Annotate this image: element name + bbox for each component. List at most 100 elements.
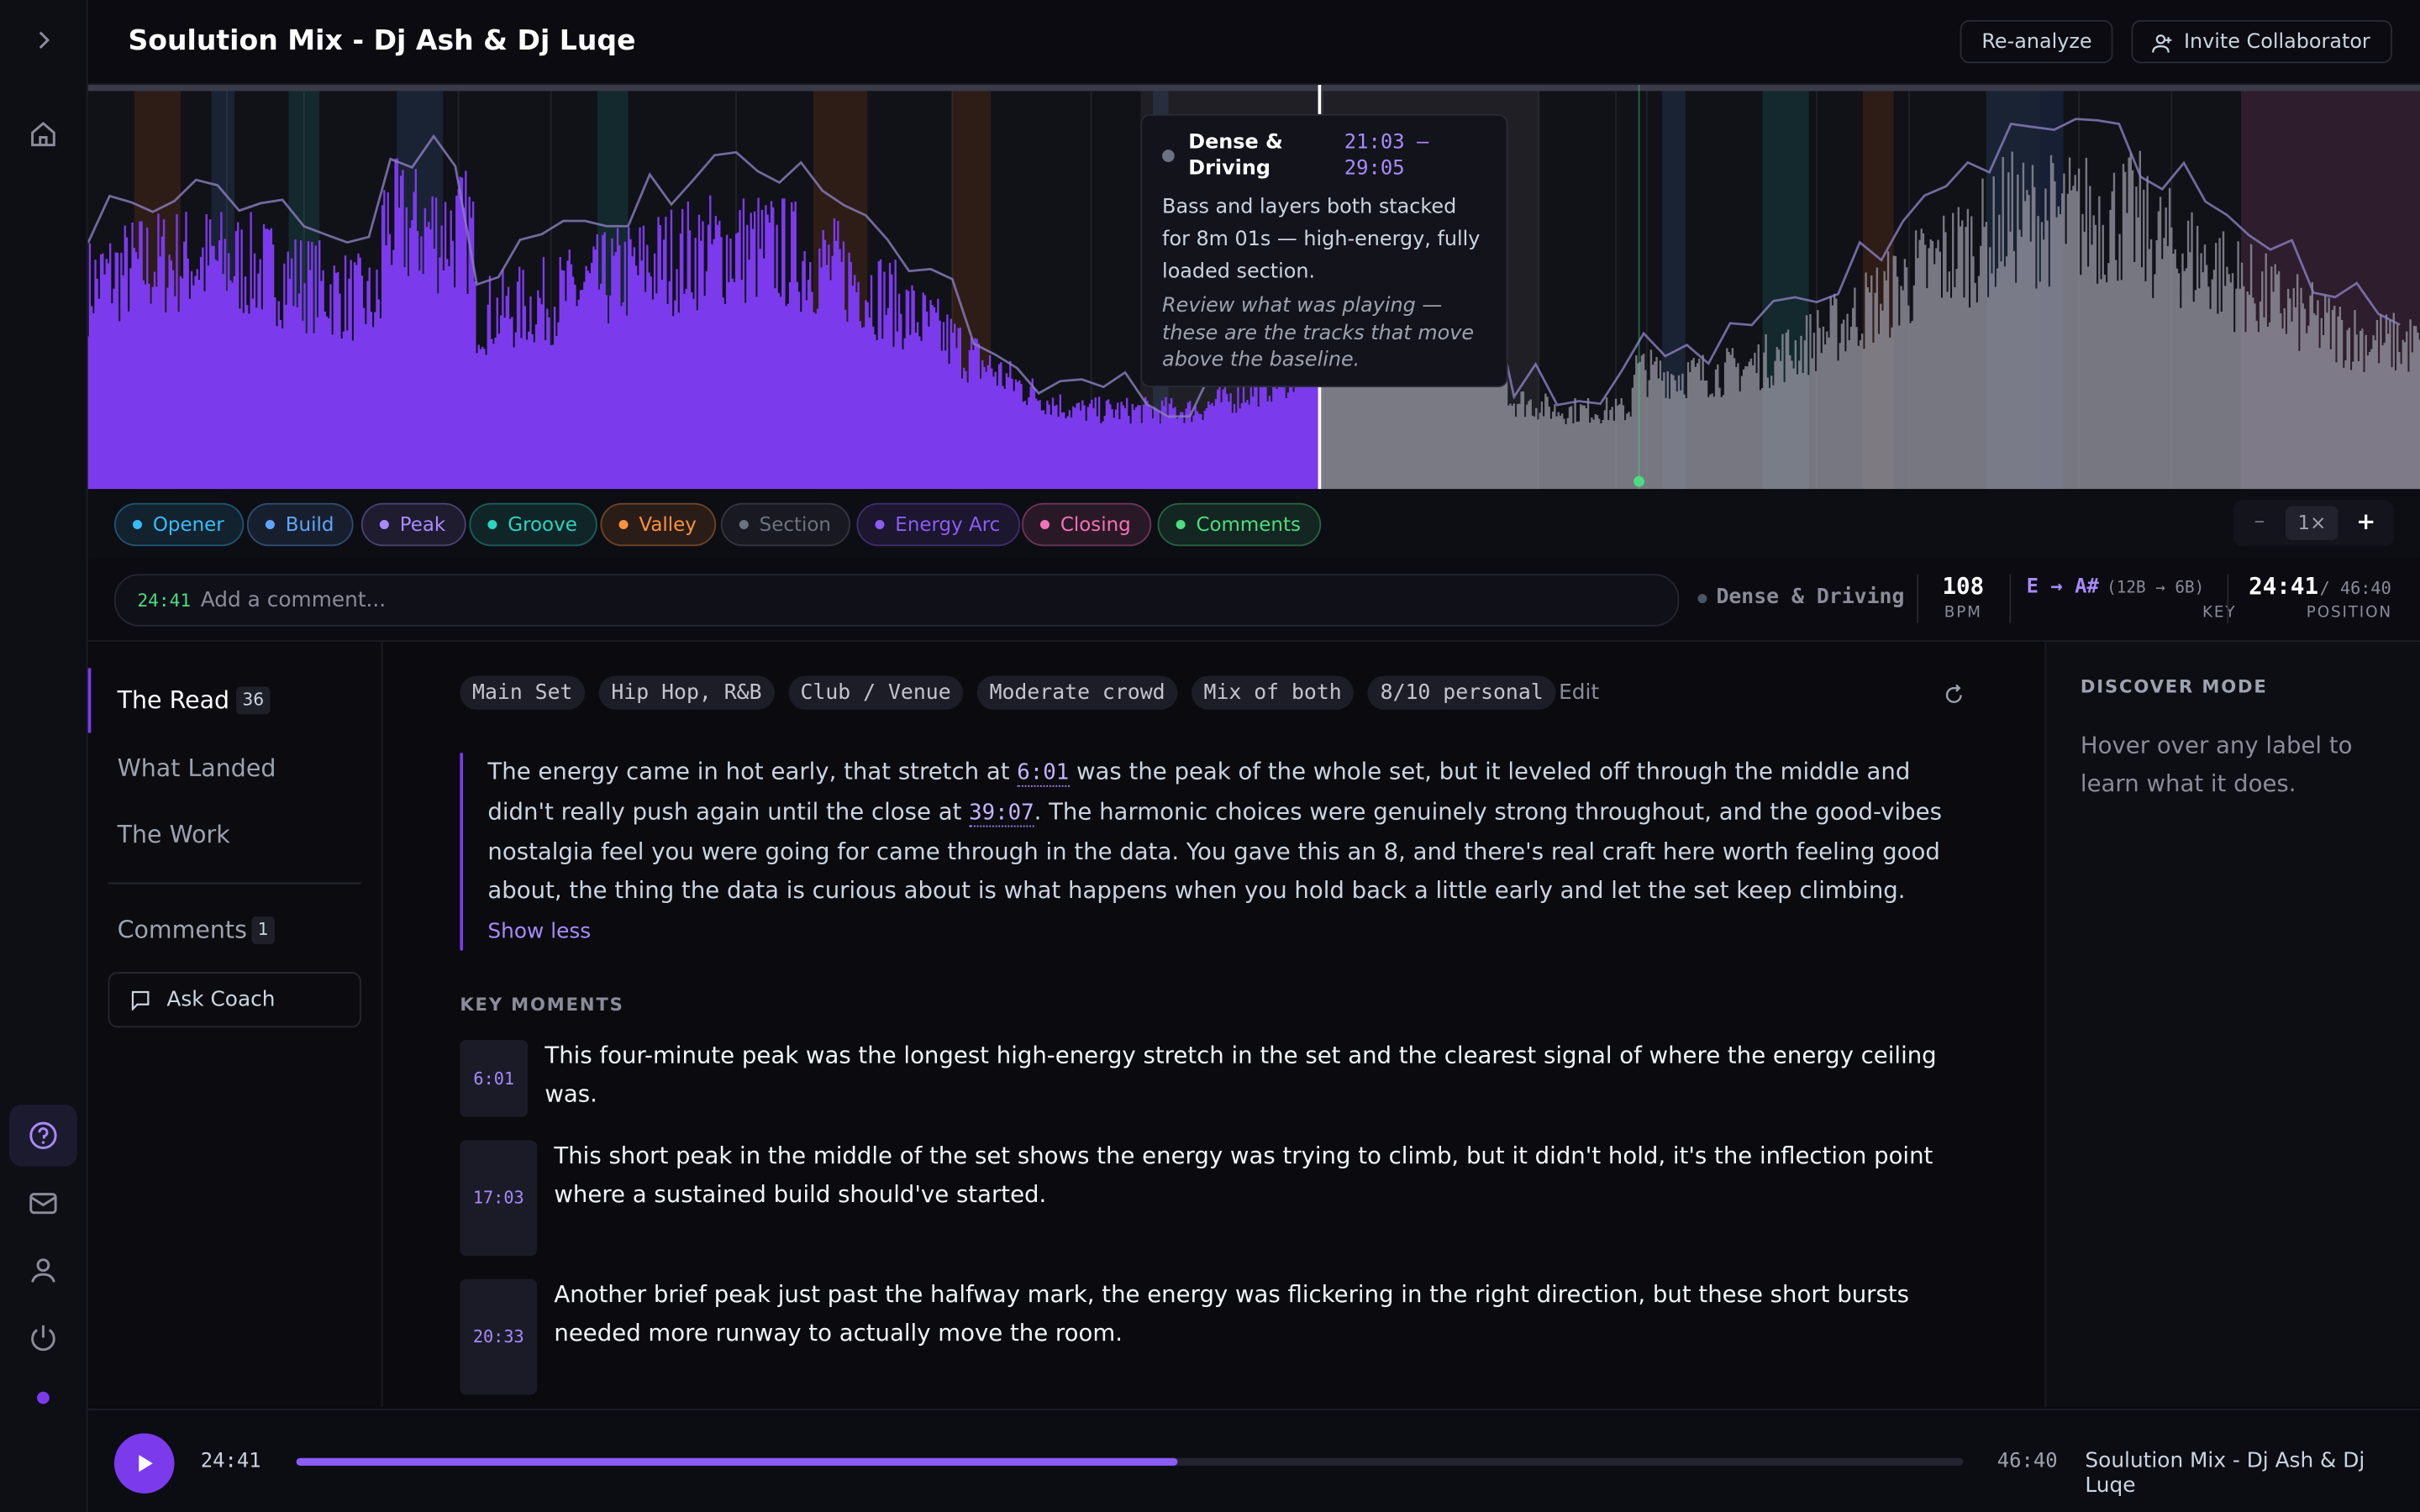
text: The energy came in hot early, that stret… <box>487 757 1018 785</box>
refresh-icon[interactable] <box>1942 682 1966 706</box>
legend-chip[interactable]: Closing <box>1021 502 1151 547</box>
nav-active-bar <box>87 668 92 733</box>
legend-label: Groove <box>508 512 577 536</box>
play-button[interactable] <box>113 1433 175 1494</box>
ask-coach-label: Ask Coach <box>166 987 276 1012</box>
divider <box>2009 574 2012 624</box>
ask-coach-button[interactable]: Ask Coach <box>108 972 361 1028</box>
comment-bar: 24:41 Add a comment... Dense & Driving 1… <box>87 558 2420 643</box>
legend-label: Energy Arc <box>895 512 1001 536</box>
legend-label: Build <box>285 512 334 536</box>
invite-label: Invite Collaborator <box>2183 30 2370 55</box>
waveform-played <box>87 158 1319 490</box>
profile-chip: Club / Venue <box>787 675 964 710</box>
reanalyze-button[interactable]: Re-analyze <box>1960 19 2114 64</box>
player-time: 24:41 <box>200 1450 261 1474</box>
profile-chip: Moderate crowd <box>976 675 1178 710</box>
moment-time[interactable]: 20:33 <box>460 1278 538 1395</box>
moment-text: This short peak in the middle of the set… <box>554 1142 1933 1209</box>
legend-chip[interactable]: Section <box>720 502 851 547</box>
bpm-value: 108 <box>1942 572 1985 601</box>
status-dot <box>37 1391 50 1404</box>
legend-chip[interactable]: Energy Arc <box>856 502 1021 547</box>
progress-fill <box>296 1457 1178 1466</box>
position-duration: / 46:40 <box>2319 578 2391 599</box>
player-duration: 46:40 <box>1996 1450 2058 1474</box>
legend-label: Comments <box>1196 512 1301 536</box>
discover-title: DISCOVER MODE <box>2080 675 2268 698</box>
chat-icon <box>131 990 150 1011</box>
legend-chip[interactable]: Opener <box>113 502 245 547</box>
header: Soulution Mix - Dj Ash & Dj Luqe Re-anal… <box>87 0 2420 86</box>
legend-dot <box>739 519 749 529</box>
invite-button[interactable]: Invite Collaborator <box>2131 19 2392 64</box>
position-value: 24:41 <box>2249 572 2319 601</box>
key-detail: (12B → 6B) <box>2107 578 2205 597</box>
zoom-in[interactable]: + <box>2356 507 2376 536</box>
discover-panel: DISCOVER MODE Hover over any label to le… <box>2044 642 2420 1408</box>
divider <box>2227 574 2229 624</box>
legend-dot <box>379 519 389 529</box>
set-title: Soulution Mix - Dj Ash & Dj Luqe <box>128 24 636 57</box>
quote-bar <box>460 753 464 951</box>
nav-divider <box>108 882 361 885</box>
comment-time: 24:41 <box>137 589 192 612</box>
nav-count: 1 <box>251 916 275 945</box>
section-tooltip: Dense & Driving 21:03 — 29:05 Bass and l… <box>1140 113 1508 388</box>
discover-text: Hover over any label to learn what it do… <box>2080 731 2353 798</box>
bpm-label: BPM <box>1944 605 1982 622</box>
nav-item[interactable]: The Work <box>117 821 230 849</box>
tooltip-range: 21:03 — 29:05 <box>1344 131 1429 181</box>
legend-dot <box>132 519 142 529</box>
current-section: Dense & Driving <box>1716 585 1905 610</box>
nav-item[interactable]: The Read <box>117 686 230 715</box>
legend-label: Closing <box>1060 512 1131 536</box>
help-icon[interactable] <box>26 1119 60 1152</box>
comment-placeholder: Add a comment... <box>200 587 387 613</box>
legend-chip[interactable]: Comments <box>1157 502 1321 547</box>
power-icon[interactable] <box>26 1320 60 1354</box>
player-bar: 24:41 46:40 Soulution Mix - Dj Ash & Dj … <box>87 1408 2420 1512</box>
home-icon[interactable] <box>26 118 60 151</box>
zoom-level: 1× <box>2286 506 2338 540</box>
moment-time[interactable]: 6:01 <box>460 1039 529 1117</box>
profile-chip: Mix of both <box>1191 675 1355 710</box>
text: . The harmonic choices were genuinely st… <box>487 797 1942 905</box>
moment-text: Another brief peak just past the halfway… <box>554 1280 1910 1347</box>
nav-item[interactable]: What Landed <box>117 754 276 783</box>
nav-item[interactable]: Comments <box>117 916 247 945</box>
legend-label: Valley <box>639 512 697 536</box>
progress-track[interactable] <box>296 1457 1964 1466</box>
moment-time[interactable]: 17:03 <box>460 1140 538 1257</box>
legend-label: Opener <box>152 512 224 536</box>
legend-label: Section <box>759 512 831 536</box>
timestamp-link[interactable]: 39:07 <box>969 801 1034 827</box>
read-paragraph: The energy came in hot early, that stret… <box>487 753 1954 910</box>
edit-link[interactable]: Edit <box>1559 680 1600 706</box>
legend-chip[interactable]: Groove <box>469 502 597 547</box>
top-strip <box>87 85 2420 92</box>
comment-input[interactable]: 24:41 Add a comment... <box>113 574 1680 627</box>
side-rail <box>0 0 88 1512</box>
profile-chip: Main Set <box>460 675 586 710</box>
user-icon[interactable] <box>26 1252 60 1286</box>
tooltip-dot <box>1162 150 1175 162</box>
mail-icon[interactable] <box>26 1186 60 1220</box>
invite-icon <box>2152 34 2172 53</box>
divider <box>1917 574 1919 624</box>
show-less[interactable]: Show less <box>487 919 592 945</box>
legend-dot <box>618 519 629 529</box>
timestamp-link[interactable]: 6:01 <box>1017 760 1070 787</box>
legend-chip[interactable]: Peak <box>360 502 466 547</box>
legend-dot <box>1039 519 1050 529</box>
legend-label: Peak <box>399 512 446 536</box>
legend-chip[interactable]: Valley <box>600 502 717 547</box>
zoom-out[interactable]: – <box>2254 509 2265 534</box>
expand-icon[interactable] <box>26 24 60 57</box>
tooltip-title: Dense & Driving <box>1188 131 1283 181</box>
legend-chip[interactable]: Build <box>246 502 355 547</box>
comment-pin[interactable] <box>1634 475 1645 487</box>
